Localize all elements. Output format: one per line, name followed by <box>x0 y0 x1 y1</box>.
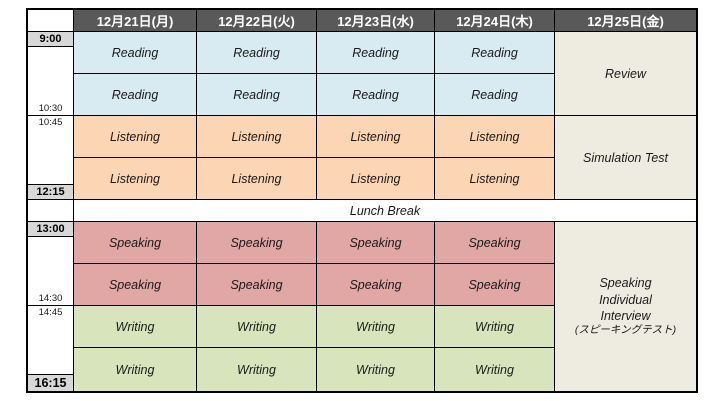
cell-tue-listening-1: Listening <box>197 116 317 158</box>
cell-thu-speaking-1: Speaking <box>435 222 555 264</box>
cell-lunch-break: Lunch Break <box>74 200 696 222</box>
cell-fri-speaking-interview: Speaking Individual Interview (スピーキングテスト… <box>555 222 696 391</box>
time-label-1030: 10:30 <box>28 47 74 116</box>
cell-mon-speaking-2: Speaking <box>74 264 197 306</box>
interview-line-4: (スピーキングテスト) <box>574 324 677 337</box>
cell-mon-speaking-1: Speaking <box>74 222 197 264</box>
time-label-1215: 12:15 <box>28 185 74 200</box>
cell-thu-writing-2: Writing <box>435 348 555 391</box>
cell-wed-writing-1: Writing <box>317 306 435 348</box>
day-header-wed: 12月23日(水) <box>317 10 435 32</box>
cell-wed-listening-2: Listening <box>317 158 435 200</box>
cell-tue-speaking-2: Speaking <box>197 264 317 306</box>
cell-tue-listening-2: Listening <box>197 158 317 200</box>
time-label-1300: 13:00 <box>28 222 74 237</box>
day-header-fri: 12月25日(金) <box>555 10 696 32</box>
cell-mon-listening-1: Listening <box>74 116 197 158</box>
cell-tue-reading-1: Reading <box>197 32 317 74</box>
cell-thu-speaking-2: Speaking <box>435 264 555 306</box>
corner-cell <box>28 10 74 32</box>
interview-line-1: Speaking <box>599 276 652 291</box>
cell-mon-writing-1: Writing <box>74 306 197 348</box>
time-label-1430: 14:30 <box>28 237 74 306</box>
cell-thu-writing-1: Writing <box>435 306 555 348</box>
cell-thu-reading-1: Reading <box>435 32 555 74</box>
time-label-1045: 10:45 <box>28 116 74 185</box>
cell-mon-reading-2: Reading <box>74 74 197 116</box>
day-header-mon: 12月21日(月) <box>74 10 197 32</box>
cell-tue-writing-2: Writing <box>197 348 317 391</box>
time-cell-lunch-blank <box>28 200 74 222</box>
cell-wed-writing-2: Writing <box>317 348 435 391</box>
cell-fri-simulation-test: Simulation Test <box>555 116 696 200</box>
cell-wed-listening-1: Listening <box>317 116 435 158</box>
cell-wed-reading-2: Reading <box>317 74 435 116</box>
cell-tue-writing-1: Writing <box>197 306 317 348</box>
cell-wed-speaking-1: Speaking <box>317 222 435 264</box>
cell-thu-reading-2: Reading <box>435 74 555 116</box>
cell-fri-review: Review <box>555 32 696 116</box>
cell-wed-reading-1: Reading <box>317 32 435 74</box>
cell-thu-listening-1: Listening <box>435 116 555 158</box>
time-label-1615: 16:15 <box>28 375 74 391</box>
interview-line-3: Interview <box>600 308 651 323</box>
cell-tue-reading-2: Reading <box>197 74 317 116</box>
cell-wed-speaking-2: Speaking <box>317 264 435 306</box>
schedule-table: 12月21日(月) 12月22日(火) 12月23日(水) 12月24日(木) … <box>26 8 698 393</box>
cell-thu-listening-2: Listening <box>435 158 555 200</box>
cell-tue-speaking-1: Speaking <box>197 222 317 264</box>
cell-mon-listening-2: Listening <box>74 158 197 200</box>
cell-mon-reading-1: Reading <box>74 32 197 74</box>
time-label-1445: 14:45 <box>28 306 74 375</box>
time-label-0900: 9:00 <box>28 32 74 47</box>
day-header-tue: 12月22日(火) <box>197 10 317 32</box>
interview-line-2: Individual <box>599 292 652 307</box>
day-header-thu: 12月24日(木) <box>435 10 555 32</box>
cell-mon-writing-2: Writing <box>74 348 197 391</box>
